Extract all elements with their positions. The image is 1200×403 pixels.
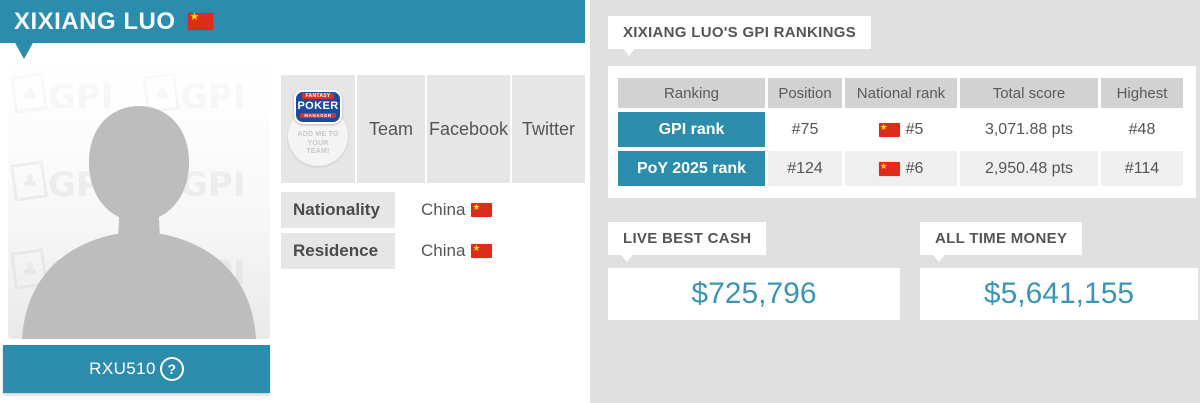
- china-flag-icon: ★: [878, 122, 900, 137]
- gpi-rank-position: #75: [791, 120, 819, 138]
- team-link[interactable]: Team: [357, 75, 425, 183]
- poy-rank-position: #124: [768, 151, 842, 186]
- poy-rank-national: ★ #6: [845, 151, 957, 186]
- badge-ribbon: FANTASY: [302, 93, 334, 99]
- all-time-money-pointer: [932, 253, 946, 262]
- live-best-cash-value: $725,796: [608, 268, 900, 320]
- live-best-cash-label: LIVE BEST CASH: [608, 222, 767, 255]
- gpi-rank-national: ★ #5: [878, 120, 924, 138]
- all-time-money-label: ALL TIME MONEY: [920, 222, 1083, 255]
- rankings-panel: XIXIANG LUO'S GPI RANKINGS Ranking Posit…: [590, 0, 1200, 403]
- column-header-position: Position: [768, 78, 842, 108]
- china-flag-icon: ★: [187, 11, 213, 30]
- poy-rank-highest: #114: [1101, 151, 1183, 186]
- nationality-row: Nationality China ★: [281, 192, 493, 228]
- twitter-link[interactable]: Twitter: [512, 75, 585, 183]
- residence-label: Residence: [281, 233, 395, 269]
- player-id: RXU510: [89, 359, 156, 378]
- player-name: XIXIANG LUO: [14, 7, 176, 35]
- china-flag-icon: ★: [471, 202, 493, 217]
- avatar-silhouette: GPI ♣: [8, 62, 270, 339]
- rankings-table: Ranking Position National rank Total sco…: [618, 78, 1186, 186]
- rankings-table-container: Ranking Position National rank Total sco…: [608, 66, 1196, 198]
- column-header-total-score: Total score: [960, 78, 1098, 108]
- poker-manager-badge-icon: ADD ME TO YOUR TEAM! FANTASY POKER MANAG…: [287, 90, 349, 168]
- help-icon[interactable]: ?: [159, 357, 184, 381]
- nationality-label: Nationality: [281, 192, 395, 228]
- gpi-rank-highest: #48: [1128, 120, 1156, 138]
- player-id-bar: RXU510 ?: [3, 345, 270, 393]
- all-time-money-value: $5,641,155: [920, 268, 1198, 320]
- fantasy-poker-manager-badge[interactable]: ADD ME TO YOUR TEAM! FANTASY POKER MANAG…: [281, 75, 355, 183]
- facebook-link[interactable]: Facebook: [427, 75, 510, 183]
- rankings-title: XIXIANG LUO'S GPI RANKINGS: [608, 16, 872, 49]
- rankings-title-pointer: [622, 47, 636, 56]
- badge-subtitle: MANAGER: [300, 113, 336, 118]
- badge-title: POKER: [297, 100, 339, 112]
- player-header: XIXIANG LUO ★: [0, 0, 585, 43]
- badge-cta-text: ADD ME TO YOUR TEAM!: [297, 130, 339, 156]
- column-header-national-rank: National rank: [845, 78, 957, 108]
- live-best-cash-pointer: [620, 253, 634, 262]
- poy-rank-total-score: 2,950.48 pts: [960, 151, 1098, 186]
- column-header-highest: Highest: [1101, 78, 1183, 108]
- social-links-row: ADD ME TO YOUR TEAM! FANTASY POKER MANAG…: [281, 75, 585, 183]
- header-pointer-arrow: [15, 43, 33, 59]
- nationality-value: China ★: [421, 200, 493, 220]
- china-flag-icon: ★: [878, 161, 900, 176]
- poy-rank-label[interactable]: PoY 2025 rank: [618, 151, 765, 186]
- avatar: GPI ♣: [8, 62, 270, 339]
- residence-row: Residence China ★: [281, 233, 493, 269]
- china-flag-icon: ★: [471, 243, 493, 258]
- residence-value: China ★: [421, 241, 493, 261]
- gpi-rank-label[interactable]: GPI rank: [618, 112, 765, 147]
- player-panel: XIXIANG LUO ★ GPI ♣: [0, 0, 590, 403]
- gpi-rank-total-score: 3,071.88 pts: [984, 120, 1074, 138]
- column-header-ranking: Ranking: [618, 78, 765, 108]
